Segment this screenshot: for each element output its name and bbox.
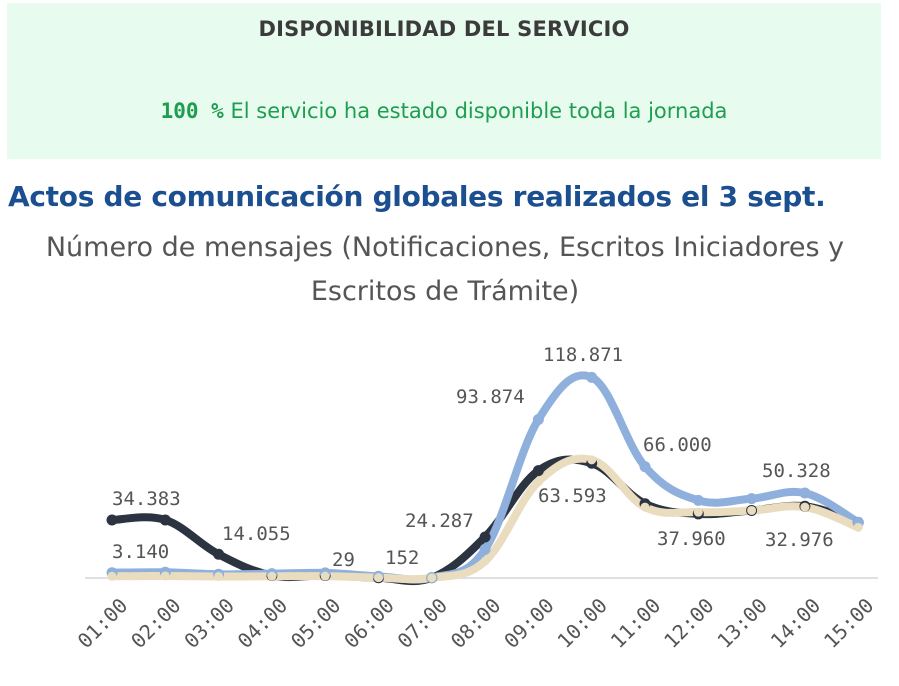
x-tick-label: 15:00 (819, 593, 879, 653)
series-dark-point (213, 548, 225, 560)
x-tick-label: 10:00 (552, 593, 612, 653)
data-label: 66.000 (643, 434, 712, 456)
series-beige-point (480, 556, 490, 566)
series-blue-point (692, 494, 704, 506)
x-tick-label: 05:00 (286, 593, 346, 653)
series-beige-point (747, 505, 757, 515)
chart-subheading: Número de mensajes (Notificaciones, Escr… (45, 232, 845, 307)
series-dark-point (532, 465, 544, 477)
data-label: 24.287 (405, 510, 474, 532)
status-title: DISPONIBILIDAD DEL SERVICIO (258, 17, 630, 41)
series-blue-point (479, 543, 491, 555)
data-label: 63.593 (538, 485, 607, 507)
series-beige-point (640, 502, 650, 512)
series-beige-point (374, 573, 383, 583)
status-percent: 100 % (160, 99, 224, 123)
data-label: 3.140 (112, 541, 169, 563)
x-tick-label: 02:00 (126, 593, 186, 653)
series-beige-point (693, 507, 703, 517)
x-tick-label: 12:00 (659, 593, 719, 653)
x-tick-label: 11:00 (606, 593, 666, 653)
x-tick-label: 01:00 (73, 593, 133, 653)
data-label: 29 (332, 549, 355, 571)
status-message: El servicio ha estado disponible toda la… (230, 99, 728, 123)
status-line: 100 % El servicio ha estado disponible t… (7, 99, 881, 123)
data-label: 93.874 (456, 386, 525, 408)
messages-line-chart: 34.383 3.140 14.055 29 152 24.287 93.874 118.87… (73, 344, 879, 653)
x-tick-label: 08:00 (446, 593, 506, 653)
data-label: 37.960 (657, 528, 726, 550)
data-label: 118.871 (543, 344, 623, 366)
series-dark-point (479, 531, 491, 543)
series-beige-point (107, 571, 117, 581)
x-tick-label: 14:00 (766, 593, 826, 653)
x-tick-label: 04:00 (233, 593, 293, 653)
series-beige-point (427, 573, 437, 583)
series-beige-point (214, 571, 224, 581)
series-dark-point (106, 514, 118, 526)
data-label: 50.328 (762, 460, 831, 482)
series-dark-point (159, 514, 171, 526)
data-label: 14.055 (222, 523, 291, 545)
service-status-panel: DISPONIBILIDAD DEL SERVICIO 100 % El ser… (7, 3, 881, 159)
series-beige-point (853, 522, 863, 532)
series-beige-point (160, 571, 170, 581)
x-tick-label: 03:00 (179, 593, 239, 653)
data-label: 34.383 (112, 488, 181, 510)
series-beige-point (267, 571, 277, 581)
chart-heading: Actos de comunicación globales realizado… (8, 180, 826, 213)
series-blue-point (586, 371, 598, 383)
x-tick-label: 09:00 (499, 593, 559, 653)
series-beige-point (533, 477, 543, 487)
series-beige-point (800, 502, 810, 512)
data-label: 152 (385, 547, 419, 569)
series-blue-point (799, 487, 811, 499)
series-blue-point (746, 493, 758, 505)
series-blue-point (639, 461, 651, 473)
series-beige-point (320, 571, 330, 581)
x-tick-label: 06:00 (339, 593, 399, 653)
series-blue-point (532, 414, 544, 426)
x-tick-label: 07:00 (393, 593, 453, 653)
series-beige-point (587, 455, 597, 465)
x-tick-label: 13:00 (712, 593, 772, 653)
data-label: 32.976 (765, 529, 834, 551)
